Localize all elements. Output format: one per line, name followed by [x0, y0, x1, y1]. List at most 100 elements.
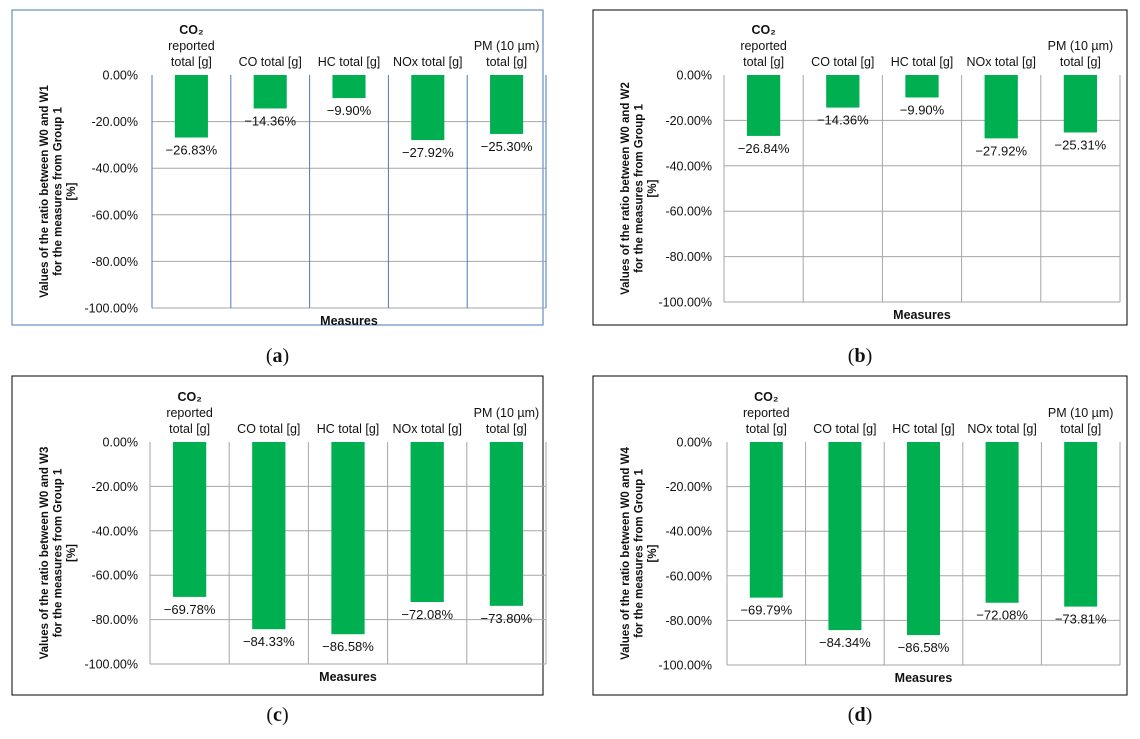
category-label: reported	[743, 406, 790, 420]
category-label: reported	[168, 39, 215, 53]
bar-4	[411, 75, 445, 141]
bar-value-label: −69.79%	[740, 603, 792, 618]
y-tick-label: -40.00%	[91, 524, 138, 538]
y-tick-label: -60.00%	[665, 569, 712, 583]
panel-caption: (d)	[848, 704, 872, 726]
bar-4	[984, 75, 1018, 139]
bar-3	[332, 75, 366, 99]
bar-value-label: −69.78%	[164, 602, 216, 617]
y-axis-title: Values of the ratio between W0 and W2 for…	[620, 82, 659, 295]
category-label: reported	[166, 406, 213, 420]
category-label: HC total [g]	[317, 422, 380, 436]
category-label: total [g]	[1060, 422, 1101, 436]
bar-1	[746, 75, 781, 136]
x-axis-title: Measures	[319, 670, 377, 684]
y-tick-label: -80.00%	[665, 614, 712, 628]
bar-value-label: −27.92%	[402, 145, 454, 160]
bar-value-label: −9.90%	[900, 102, 945, 117]
y-tick-label: -40.00%	[91, 162, 138, 176]
panel-frame	[11, 9, 544, 326]
chart-panel-d: 0.00% -20.00% -40.00% -60.00% -80.00% -100.00…	[592, 375, 1128, 696]
y-tick-label: 0.00%	[677, 436, 712, 450]
bar-2	[826, 75, 860, 108]
panel-frame	[592, 9, 1128, 326]
category-label: total [g]	[1060, 55, 1101, 69]
y-tick-label: -100.00%	[84, 658, 138, 672]
bar-4	[410, 442, 444, 603]
category-label: HC total [g]	[891, 55, 954, 69]
x-axis-title: Measures	[320, 314, 378, 328]
category-label: total [g]	[743, 55, 784, 69]
panel-caption: (c)	[266, 704, 288, 726]
bar-value-label: −14.36%	[817, 113, 869, 128]
bar-value-label: −25.30%	[481, 139, 533, 154]
category-label: CO₂	[177, 390, 201, 404]
x-axis-title: Measures	[893, 308, 951, 322]
category-label: HC total [g]	[892, 422, 955, 436]
category-label: total [g]	[171, 55, 212, 69]
bar-4	[985, 442, 1019, 603]
chart-panel-b: 0.00% -20.00% -40.00% -60.00% -80.00% -100.00…	[592, 9, 1128, 326]
y-tick-label: -60.00%	[91, 569, 138, 583]
y-tick-label: -20.00%	[665, 114, 712, 128]
bar-5	[1064, 442, 1098, 607]
category-label: PM (10 µm)	[1048, 39, 1114, 53]
bar-value-label: −14.36%	[244, 113, 296, 128]
y-tick-label: 0.00%	[103, 69, 138, 83]
y-axis-title: Values of the ratio between W0 and W1 for…	[39, 85, 78, 298]
category-label: CO₂	[751, 23, 775, 37]
bar-1	[749, 442, 783, 598]
category-label: total [g]	[169, 422, 210, 436]
bar-1	[174, 75, 208, 138]
bar-5	[1063, 75, 1098, 133]
category-label: NOx total [g]	[392, 422, 461, 436]
bar-5	[490, 75, 524, 134]
category-label: reported	[740, 39, 787, 53]
y-axis-title: Values of the ratio between W0 and W3 for…	[39, 447, 78, 660]
category-label: CO total [g]	[811, 55, 874, 69]
category-label: NOx total [g]	[393, 55, 462, 69]
category-label: total [g]	[486, 422, 527, 436]
bar-value-label: −86.58%	[898, 640, 950, 655]
bar-value-label: −9.90%	[327, 103, 372, 118]
category-label: CO total [g]	[239, 55, 302, 69]
chart-panel-c: 0.00% -20.00% -40.00% -60.00% -80.00% -100.00…	[11, 375, 547, 696]
category-label: total [g]	[746, 422, 787, 436]
category-label: CO₂	[754, 390, 778, 404]
panel-frame	[592, 375, 1128, 696]
y-tick-label: -40.00%	[665, 525, 712, 539]
category-label: CO total [g]	[813, 422, 876, 436]
x-axis-title: Measures	[895, 671, 953, 685]
y-tick-label: -100.00%	[658, 296, 712, 310]
y-tick-label: -80.00%	[91, 255, 138, 269]
bar-1	[172, 442, 207, 597]
y-axis-title: Values of the ratio between W0 and W4 for…	[620, 447, 659, 660]
bar-3	[906, 442, 941, 636]
category-label: CO total [g]	[237, 422, 300, 436]
bar-value-label: −27.92%	[975, 143, 1027, 158]
bar-value-label: −72.08%	[976, 608, 1028, 623]
chart-panel-a: 0.00% -20.00% -40.00% -60.00% -80.00% -100.00…	[11, 9, 547, 328]
bar-value-label: −72.08%	[401, 607, 453, 622]
y-tick-label: -100.00%	[658, 659, 712, 673]
y-tick-label: 0.00%	[677, 69, 712, 83]
bar-3	[905, 75, 939, 98]
y-tick-label: -20.00%	[665, 480, 712, 494]
y-tick-label: -40.00%	[665, 159, 712, 173]
panel-caption: (a)	[266, 345, 289, 367]
category-label: total [g]	[486, 55, 527, 69]
bar-2	[252, 442, 286, 630]
bar-value-label: −86.58%	[322, 639, 374, 654]
bar-2	[253, 75, 287, 109]
bar-value-label: −73.81%	[1055, 612, 1107, 627]
bar-value-label: −84.34%	[819, 635, 871, 650]
category-label: HC total [g]	[318, 55, 381, 69]
bar-2	[828, 442, 862, 631]
panel-frame	[11, 375, 544, 696]
bar-value-label: −25.31%	[1055, 137, 1107, 152]
y-tick-label: -20.00%	[91, 480, 138, 494]
y-tick-label: 0.00%	[103, 436, 138, 450]
bar-3	[331, 442, 365, 635]
y-tick-label: -100.00%	[84, 302, 138, 316]
